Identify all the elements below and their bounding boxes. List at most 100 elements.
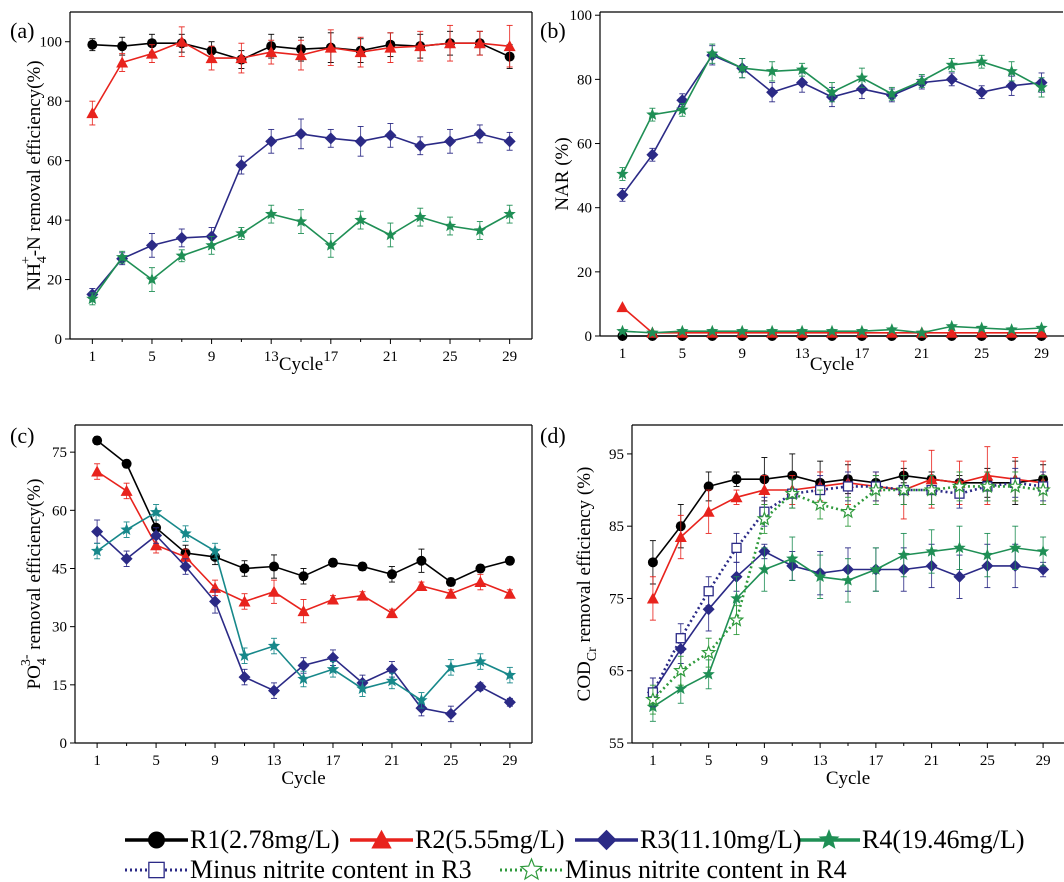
data-point <box>736 61 749 74</box>
data-point <box>91 525 104 538</box>
data-point <box>674 531 687 543</box>
data-point <box>149 505 163 518</box>
x-tick-label: 1 <box>93 753 101 769</box>
data-point <box>384 129 397 142</box>
series-r4-19-46mg-l <box>86 204 516 306</box>
data-point <box>445 577 456 588</box>
legend: R1(2.78mg/L) R2(5.55mg/L) R3(11.10mg/L) … <box>125 825 1025 882</box>
y-tick-label: 0 <box>55 332 63 348</box>
series-r4-19-46mg-l <box>90 504 517 709</box>
y-tick-label: 65 <box>609 664 624 680</box>
data-point <box>703 481 714 492</box>
x-tick-label: 21 <box>384 753 399 769</box>
series-r4-19-46mg-l <box>616 43 1048 181</box>
y-axis-label: PO43- removal efficiency(%) <box>19 479 50 690</box>
data-point <box>703 586 714 597</box>
series-line <box>96 470 511 615</box>
chart-panel-1: (a) 0 20 40 60 80 100 1 5 9 13 17 21 25 29 Cycle NH4+-N … <box>10 11 533 375</box>
data-point <box>90 544 104 557</box>
data-point <box>175 231 188 244</box>
data-point <box>414 210 427 223</box>
data-point <box>209 595 222 608</box>
data-point <box>86 292 99 305</box>
data-point <box>825 85 839 98</box>
data-point <box>267 639 281 652</box>
data-point <box>326 593 339 605</box>
x-tick-label: 1 <box>649 753 657 769</box>
data-point <box>975 55 988 67</box>
data-point <box>795 63 809 75</box>
data-point <box>265 207 278 220</box>
x-tick-label: 9 <box>738 346 746 362</box>
data-point <box>444 707 457 720</box>
data-point <box>616 301 629 313</box>
panel-label: (b) <box>540 18 566 43</box>
y-axis-label: NAR (%) <box>552 137 573 210</box>
data-point <box>869 563 883 575</box>
data-point <box>975 86 988 99</box>
data-point <box>1035 326 1048 338</box>
data-point <box>784 485 800 501</box>
data-point <box>840 503 856 519</box>
data-point <box>294 215 308 227</box>
data-point <box>238 595 251 607</box>
data-point <box>646 108 659 120</box>
x-tick-label: 25 <box>443 349 458 365</box>
x-tick-label: 29 <box>1034 346 1049 362</box>
legend-marker <box>148 861 165 879</box>
data-point <box>205 238 218 251</box>
data-point <box>951 478 968 494</box>
data-point <box>356 682 369 694</box>
y-tick-label: 85 <box>609 519 624 535</box>
data-point <box>786 552 799 564</box>
data-point <box>730 491 743 503</box>
data-point <box>324 238 337 251</box>
data-point <box>324 41 337 53</box>
y-tick-label: 75 <box>52 445 67 461</box>
legend-label-r4: R4(19.46mg/L) <box>862 825 1025 854</box>
data-point <box>1036 545 1050 557</box>
data-point <box>616 167 629 180</box>
data-point <box>706 47 719 59</box>
legend-label-m4: Minus nitrite content in R4 <box>565 855 847 882</box>
data-point <box>504 555 515 566</box>
y-axis-label: CODCr removal efficiency (%) <box>574 467 600 702</box>
y-tick-label: 100 <box>40 35 63 51</box>
legend-label-m3: Minus nitrite content in R3 <box>190 855 472 882</box>
x-axis-label: Cycle <box>279 354 323 375</box>
data-point <box>265 46 278 58</box>
x-tick-label: 13 <box>267 753 282 769</box>
data-point <box>855 71 869 83</box>
data-point <box>145 239 158 252</box>
data-point <box>503 207 516 220</box>
data-point <box>474 655 487 667</box>
x-tick-label: 17 <box>323 349 339 365</box>
x-tick-label: 5 <box>152 753 160 769</box>
data-point <box>795 324 809 337</box>
data-point <box>868 481 884 497</box>
data-point <box>356 589 369 601</box>
x-tick-label: 17 <box>868 753 884 769</box>
panel-label: (a) <box>10 18 34 43</box>
data-point <box>269 561 280 572</box>
data-point <box>354 135 367 148</box>
data-point <box>765 324 779 337</box>
data-point <box>92 435 103 446</box>
x-tick-label: 5 <box>705 753 713 769</box>
x-tick-label: 17 <box>854 346 870 362</box>
data-point <box>116 56 129 68</box>
data-point <box>268 684 281 697</box>
data-point <box>386 569 397 580</box>
data-point <box>646 326 659 339</box>
data-point <box>354 213 367 226</box>
data-point <box>238 671 251 684</box>
series-r3-11-10mg-l <box>616 45 1048 202</box>
legend-marker <box>818 829 840 849</box>
x-tick-label: 21 <box>383 349 398 365</box>
data-point <box>175 249 188 261</box>
data-point <box>235 159 248 172</box>
data-point <box>326 651 339 664</box>
data-point <box>646 592 659 604</box>
series-group <box>90 435 517 723</box>
